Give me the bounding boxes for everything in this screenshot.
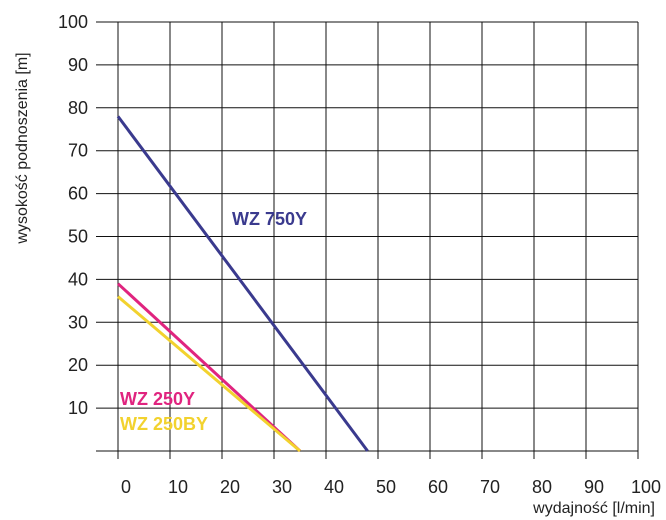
- y-tick-label: 100: [58, 12, 88, 32]
- series-label: WZ 750Y: [232, 209, 307, 229]
- x-tick-label: 0: [121, 477, 131, 497]
- x-tick-label: 50: [376, 477, 396, 497]
- y-tick-label: 50: [68, 227, 88, 247]
- y-tick-label: 10: [68, 398, 88, 418]
- series-line: [117, 295, 301, 453]
- x-tick-label: 20: [220, 477, 240, 497]
- y-tick-label: 80: [68, 98, 88, 118]
- x-tick-label: 40: [324, 477, 344, 497]
- x-tick-label: 60: [428, 477, 448, 497]
- x-tick-label: 70: [480, 477, 500, 497]
- chart-grid: [96, 21, 639, 459]
- y-tick-label: 90: [68, 55, 88, 75]
- chart-tick-labels: 0 10 20 30 40 50 60 70 80 90 100 10 20 30 40 50 60 70 80 90…: [58, 12, 661, 497]
- x-axis-title: wydajność [l/min]: [532, 500, 655, 517]
- y-tick-label: 40: [68, 269, 88, 289]
- x-tick-label: 30: [272, 477, 292, 497]
- x-tick-label: 100: [631, 477, 661, 497]
- y-tick-label: 20: [68, 355, 88, 375]
- y-tick-label: 60: [68, 184, 88, 204]
- x-tick-label: 90: [584, 477, 604, 497]
- chart-series-lines: [116, 115, 369, 453]
- y-tick-label: 30: [68, 312, 88, 332]
- x-tick-label: 10: [168, 477, 188, 497]
- series-line: [116, 282, 302, 453]
- series-label: WZ 250BY: [120, 414, 208, 434]
- y-axis-title: wysokość podnoszenia [m]: [14, 52, 31, 244]
- chart-series-labels: WZ 750Y WZ 250Y WZ 250BY: [120, 209, 307, 434]
- y-tick-label: 70: [68, 141, 88, 161]
- series-label: WZ 250Y: [120, 389, 195, 409]
- x-tick-label: 80: [532, 477, 552, 497]
- series-line: [116, 115, 369, 452]
